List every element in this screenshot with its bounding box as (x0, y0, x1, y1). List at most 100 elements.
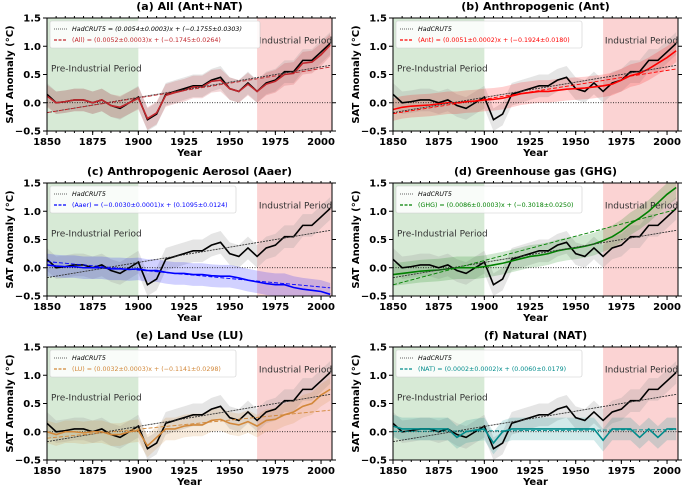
y-tick-label: 1.0 (369, 371, 387, 382)
legend-box (49, 349, 237, 378)
model-trend-line (393, 429, 677, 432)
model-series-line (393, 186, 677, 276)
x-tick-label: 1950 (562, 137, 590, 148)
industrial-shade (603, 18, 678, 131)
y-axis-label: SAT Anomaly (°C) (351, 190, 362, 288)
x-tick-label: 1900 (124, 466, 152, 477)
x-tick-label: 1850 (33, 302, 61, 313)
x-tick-label: 2000 (307, 466, 335, 477)
y-tick-label: −0.5 (15, 456, 41, 467)
legend-model-label: (LU) = (0.0032±0.0003)x + (−0.1141±0.029… (72, 366, 221, 373)
model-uncertainty-band (47, 33, 331, 130)
panel-title: (d) Greenhouse gas (GHG) (454, 165, 617, 178)
x-axis-label: Year (522, 477, 548, 488)
y-tick-label: 0.0 (23, 98, 41, 109)
observed-uncertainty-band (47, 197, 331, 296)
x-axis-label: Year (176, 477, 202, 488)
x-tick-label: 1975 (607, 466, 635, 477)
x-tick-label: 1900 (124, 137, 152, 148)
y-tick-label: 0.0 (369, 263, 387, 274)
panel-lu: Pre-Industrial Period Industrial Period 18… (5, 329, 336, 488)
legend: HadCRUT5 (NAT) = (0.0002±0.0002)x + (0.00… (395, 349, 583, 378)
x-tick-label: 1850 (379, 137, 407, 148)
pre-industrial-label: Pre-Industrial Period (51, 230, 142, 240)
x-tick-label: 1925 (516, 137, 544, 148)
x-tick-label: 1950 (562, 302, 590, 313)
y-tick-label: 1.5 (369, 343, 387, 354)
x-tick-label: 2000 (653, 302, 681, 313)
observed-uncertainty-band (393, 197, 677, 296)
legend: HadCRUT5 (LU) = (0.0032±0.0003)x + (−0.11… (49, 349, 237, 378)
industrial-label: Industrial Period (605, 201, 678, 211)
x-tick-label: 2000 (307, 137, 335, 148)
model-series-line (47, 264, 331, 296)
y-tick-label: 1.5 (369, 14, 387, 25)
panel-title: (e) Land Use (LU) (136, 329, 244, 342)
panel-aaer: Pre-Industrial Period Industrial Period 18… (5, 165, 336, 324)
y-tick-label: 0.0 (369, 98, 387, 109)
panel-nat: Pre-Industrial Period Industrial Period 18… (351, 329, 682, 488)
industrial-shade (257, 18, 332, 131)
panel-all: Pre-Industrial Period Industrial Period 18… (5, 0, 336, 159)
model-trend-line (47, 409, 331, 439)
industrial-label: Industrial Period (259, 365, 332, 375)
x-tick-label: 1900 (470, 466, 498, 477)
observed-series-line (393, 371, 677, 450)
y-tick-label: 1.0 (23, 42, 41, 53)
y-tick-label: −0.5 (15, 127, 41, 138)
x-tick-label: 1950 (216, 466, 244, 477)
x-tick-label: 2000 (653, 137, 681, 148)
y-tick-label: −0.5 (361, 127, 387, 138)
x-axis-label: Year (522, 148, 548, 159)
y-tick-label: 0.0 (23, 427, 41, 438)
legend: HadCRUT5 (Ant) = (0.0051±0.0002)x + (−0.1… (395, 20, 583, 49)
x-axis-label: Year (176, 148, 202, 159)
legend-box (395, 349, 583, 378)
industrial-label: Industrial Period (259, 36, 332, 46)
y-tick-label: 0.5 (23, 235, 41, 246)
x-tick-label: 1975 (607, 302, 635, 313)
legend-box (49, 185, 237, 214)
pre-industrial-label: Pre-Industrial Period (397, 230, 488, 240)
legend: HadCRUT5 = (0.0054±0.0003)x + (−0.1755±0… (49, 20, 261, 49)
x-tick-label: 2000 (653, 466, 681, 477)
y-tick-label: 0.0 (369, 427, 387, 438)
y-tick-label: 1.5 (369, 179, 387, 190)
observed-series-line (393, 207, 677, 286)
model-uncertainty-band (393, 183, 677, 286)
y-tick-label: −0.5 (15, 292, 41, 303)
industrial-shade (603, 347, 678, 460)
x-tick-label: 1925 (170, 466, 198, 477)
legend-model-label: (All) = (0.0052±0.0003)x + (−0.1745±0.02… (72, 37, 221, 44)
legend: HadCRUT5 (GHG) = (0.0086±0.0003)x + (−0.3… (395, 185, 583, 214)
x-tick-label: 1975 (261, 466, 289, 477)
legend-observed-label: HadCRUT5 (72, 191, 106, 198)
x-tick-label: 1950 (562, 466, 590, 477)
legend-observed-label: HadCRUT5 (418, 26, 452, 33)
legend-observed-label: HadCRUT5 (418, 355, 452, 362)
y-tick-label: −0.5 (361, 292, 387, 303)
x-tick-label: 1900 (470, 137, 498, 148)
y-axis-label: SAT Anomaly (°C) (5, 354, 16, 452)
legend-box (395, 20, 583, 49)
x-tick-label: 1875 (425, 302, 453, 313)
y-tick-label: 1.5 (23, 14, 41, 25)
x-tick-label: 1875 (79, 302, 107, 313)
industrial-shade (257, 183, 332, 296)
x-tick-label: 1925 (170, 137, 198, 148)
legend-observed-label: HadCRUT5 (72, 355, 106, 362)
industrial-shade (257, 347, 332, 460)
x-tick-label: 2000 (307, 302, 335, 313)
legend-model-label: (GHG) = (0.0086±0.0003)x + (−0.3018±0.02… (418, 202, 573, 209)
y-tick-label: 0.5 (369, 399, 387, 410)
model-uncertainty-band (393, 39, 677, 121)
x-tick-label: 1975 (607, 137, 635, 148)
legend-box (49, 20, 261, 49)
legend-observed-label: HadCRUT5 = (0.0054±0.0003)x + (−0.1755±0… (72, 26, 242, 33)
x-tick-label: 1850 (33, 137, 61, 148)
y-tick-label: 1.5 (23, 343, 41, 354)
observed-uncertainty-band (393, 361, 677, 460)
plot-area: Pre-Industrial Period Industrial Period (47, 183, 332, 296)
y-tick-label: 1.0 (23, 207, 41, 218)
